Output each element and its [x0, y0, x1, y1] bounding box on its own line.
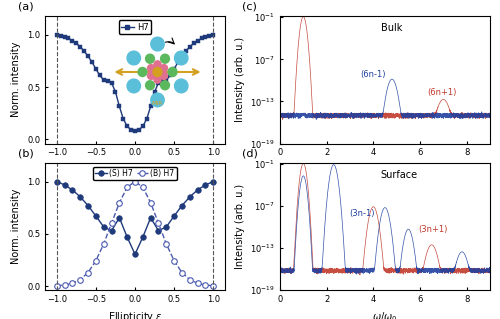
(B) H7 [156, 221, 162, 225]
(B) H7 [100, 242, 106, 246]
Text: (d): (d) [242, 148, 258, 158]
Text: (3n-1): (3n-1) [350, 209, 375, 218]
Text: (6n-1): (6n-1) [360, 70, 386, 79]
(B) H7 [202, 283, 208, 287]
Text: Surface: Surface [381, 170, 418, 180]
(S) H7 [156, 229, 162, 233]
(B) H7 [108, 221, 114, 225]
X-axis label: $\omega/\omega_0$: $\omega/\omega_0$ [372, 310, 398, 319]
Line: (B) H7: (B) H7 [54, 179, 216, 288]
(S) H7 [194, 188, 200, 192]
(B) H7 [85, 271, 91, 274]
(B) H7 [77, 278, 83, 281]
(B) H7 [116, 201, 122, 205]
Line: (S) H7: (S) H7 [54, 179, 216, 257]
Y-axis label: Intensity (arb. u.): Intensity (arb. u.) [235, 37, 245, 122]
Legend: (S) H7, (B) H7: (S) H7, (B) H7 [93, 167, 177, 180]
Text: (a): (a) [18, 2, 34, 11]
Y-axis label: Norm. intensity: Norm. intensity [12, 42, 22, 117]
(S) H7 [148, 216, 154, 219]
(S) H7 [108, 229, 114, 233]
(S) H7 [140, 235, 146, 239]
(B) H7 [194, 281, 200, 285]
X-axis label: $\omega/\omega_0$: $\omega/\omega_0$ [372, 163, 398, 177]
(S) H7 [124, 235, 130, 239]
(S) H7 [132, 252, 138, 256]
Legend: H7: H7 [118, 20, 152, 34]
(B) H7 [148, 201, 154, 205]
Text: (3n+1): (3n+1) [418, 225, 448, 234]
(B) H7 [187, 278, 193, 281]
(B) H7 [54, 284, 60, 288]
Y-axis label: Norm. intensity: Norm. intensity [12, 189, 22, 264]
(S) H7 [85, 204, 91, 208]
(B) H7 [62, 283, 68, 287]
(B) H7 [70, 281, 75, 285]
(B) H7 [93, 259, 99, 263]
(S) H7 [70, 188, 75, 192]
Text: (b): (b) [18, 148, 34, 158]
(S) H7 [100, 225, 106, 229]
X-axis label: Ellipticity $\varepsilon$: Ellipticity $\varepsilon$ [108, 310, 162, 319]
(S) H7 [62, 183, 68, 187]
(S) H7 [93, 214, 99, 218]
(S) H7 [210, 180, 216, 183]
(S) H7 [202, 183, 208, 187]
(B) H7 [140, 185, 146, 189]
(S) H7 [77, 195, 83, 199]
(B) H7 [124, 185, 130, 189]
X-axis label: Ellipticity $\varepsilon$: Ellipticity $\varepsilon$ [108, 163, 162, 177]
(B) H7 [132, 180, 138, 183]
(S) H7 [179, 204, 185, 208]
(S) H7 [187, 195, 193, 199]
Text: (6n+1): (6n+1) [427, 88, 456, 97]
Text: (c): (c) [242, 2, 257, 11]
(S) H7 [171, 214, 177, 218]
(B) H7 [171, 259, 177, 263]
(B) H7 [179, 271, 185, 274]
Y-axis label: Intensity (arb. u.): Intensity (arb. u.) [235, 184, 245, 269]
(S) H7 [116, 216, 122, 219]
(B) H7 [210, 284, 216, 288]
(S) H7 [164, 225, 170, 229]
Text: Bulk: Bulk [381, 23, 402, 33]
(B) H7 [164, 242, 170, 246]
(S) H7 [54, 180, 60, 183]
